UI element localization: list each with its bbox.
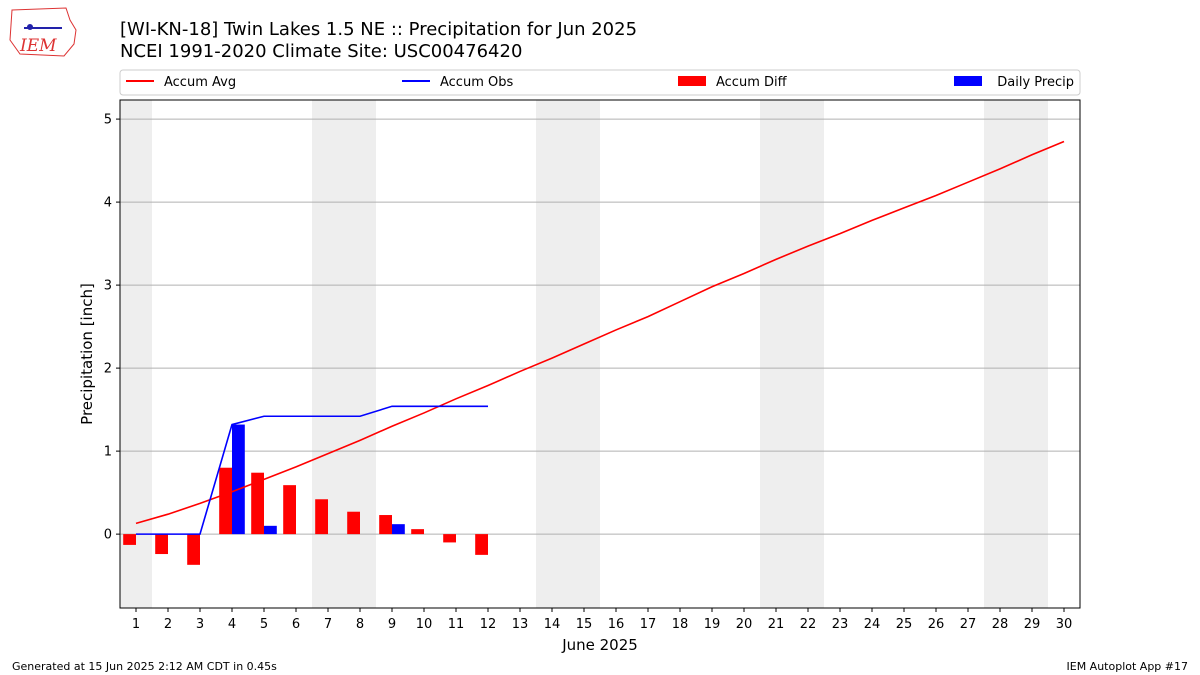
weekend-shade <box>984 100 1016 608</box>
x-tick-label: 26 <box>928 617 945 632</box>
bar <box>411 529 424 535</box>
x-tick-label: 11 <box>448 617 465 632</box>
legend-label: Accum Obs <box>440 75 513 90</box>
y-axis-label: Precipitation [inch] <box>78 283 96 425</box>
logo-outline <box>9 7 77 57</box>
plot-frame <box>119 99 1081 609</box>
x-tick-label: 10 <box>416 617 433 632</box>
x-tick-label: 16 <box>608 617 625 632</box>
y-tick-label: 5 <box>104 113 112 128</box>
x-tick-label: 20 <box>736 617 753 632</box>
x-tick-label: 15 <box>576 617 593 632</box>
x-tick-label: 28 <box>992 617 1009 632</box>
x-tick-label: 30 <box>1056 617 1073 632</box>
x-tick-label: 22 <box>800 617 817 632</box>
bar <box>264 525 277 535</box>
line <box>136 405 488 535</box>
logo-text: IEM <box>19 36 57 56</box>
bar <box>283 485 296 535</box>
logo: IEM <box>9 7 77 57</box>
x-tick-label: 12 <box>480 617 497 632</box>
y-tick-label: 1 <box>104 445 112 460</box>
x-tick-label: 27 <box>960 617 977 632</box>
x-tick-label: 29 <box>1024 617 1041 632</box>
bar <box>475 534 488 555</box>
legend-label: Accum Avg <box>164 75 236 90</box>
bar <box>392 524 405 535</box>
x-tick-label: 5 <box>260 617 268 632</box>
legend-swatch <box>678 76 706 86</box>
legend-label: Accum Diff <box>716 75 788 90</box>
weekend-shade <box>760 100 792 608</box>
bar <box>219 467 232 535</box>
x-tick-label: 24 <box>864 617 881 632</box>
legend-swatch <box>954 76 982 86</box>
weekend-shade <box>792 100 824 608</box>
footer-right: IEM Autoplot App #17 <box>1067 660 1189 673</box>
bar <box>251 472 264 535</box>
x-tick-label: 4 <box>228 617 236 632</box>
bar <box>315 499 328 535</box>
bar <box>232 424 245 535</box>
y-tick-label: 4 <box>104 196 112 211</box>
weekend-shade <box>1016 100 1048 608</box>
x-tick-label: 17 <box>640 617 657 632</box>
bar <box>347 511 360 535</box>
bar <box>155 534 168 555</box>
x-tick-label: 13 <box>512 617 529 632</box>
x-tick-label: 19 <box>704 617 721 632</box>
y-tick-label: 0 <box>104 528 112 543</box>
x-tick-label: 9 <box>388 617 396 632</box>
bar <box>443 534 456 543</box>
line <box>135 140 1065 525</box>
weekend-shade <box>568 100 600 608</box>
y-tick-label: 3 <box>104 279 112 294</box>
x-tick-label: 18 <box>672 617 689 632</box>
x-tick-label: 23 <box>832 617 849 632</box>
logo-dot <box>27 24 33 30</box>
legend-box <box>119 69 1081 96</box>
bar <box>123 534 136 545</box>
x-axis-label: June 2025 <box>561 636 638 654</box>
legend-label: Daily Precip <box>997 75 1074 90</box>
weekend-shade <box>120 100 152 608</box>
x-tick-label: 21 <box>768 617 785 632</box>
footer-left: Generated at 15 Jun 2025 2:12 AM CDT in … <box>12 660 277 673</box>
x-tick-label: 1 <box>132 617 140 632</box>
y-tick-label: 2 <box>104 362 112 377</box>
x-tick-label: 14 <box>544 617 561 632</box>
chart-title: [WI-KN-18] Twin Lakes 1.5 NE :: Precipit… <box>120 19 637 40</box>
x-tick-label: 6 <box>292 617 300 632</box>
bar <box>379 515 392 535</box>
x-tick-label: 8 <box>356 617 364 632</box>
x-tick-label: 2 <box>164 617 172 632</box>
x-tick-label: 3 <box>196 617 204 632</box>
x-tick-label: 7 <box>324 617 332 632</box>
bar <box>187 534 200 565</box>
chart-subtitle: NCEI 1991-2020 Climate Site: USC00476420 <box>120 41 522 62</box>
x-tick-label: 25 <box>896 617 913 632</box>
